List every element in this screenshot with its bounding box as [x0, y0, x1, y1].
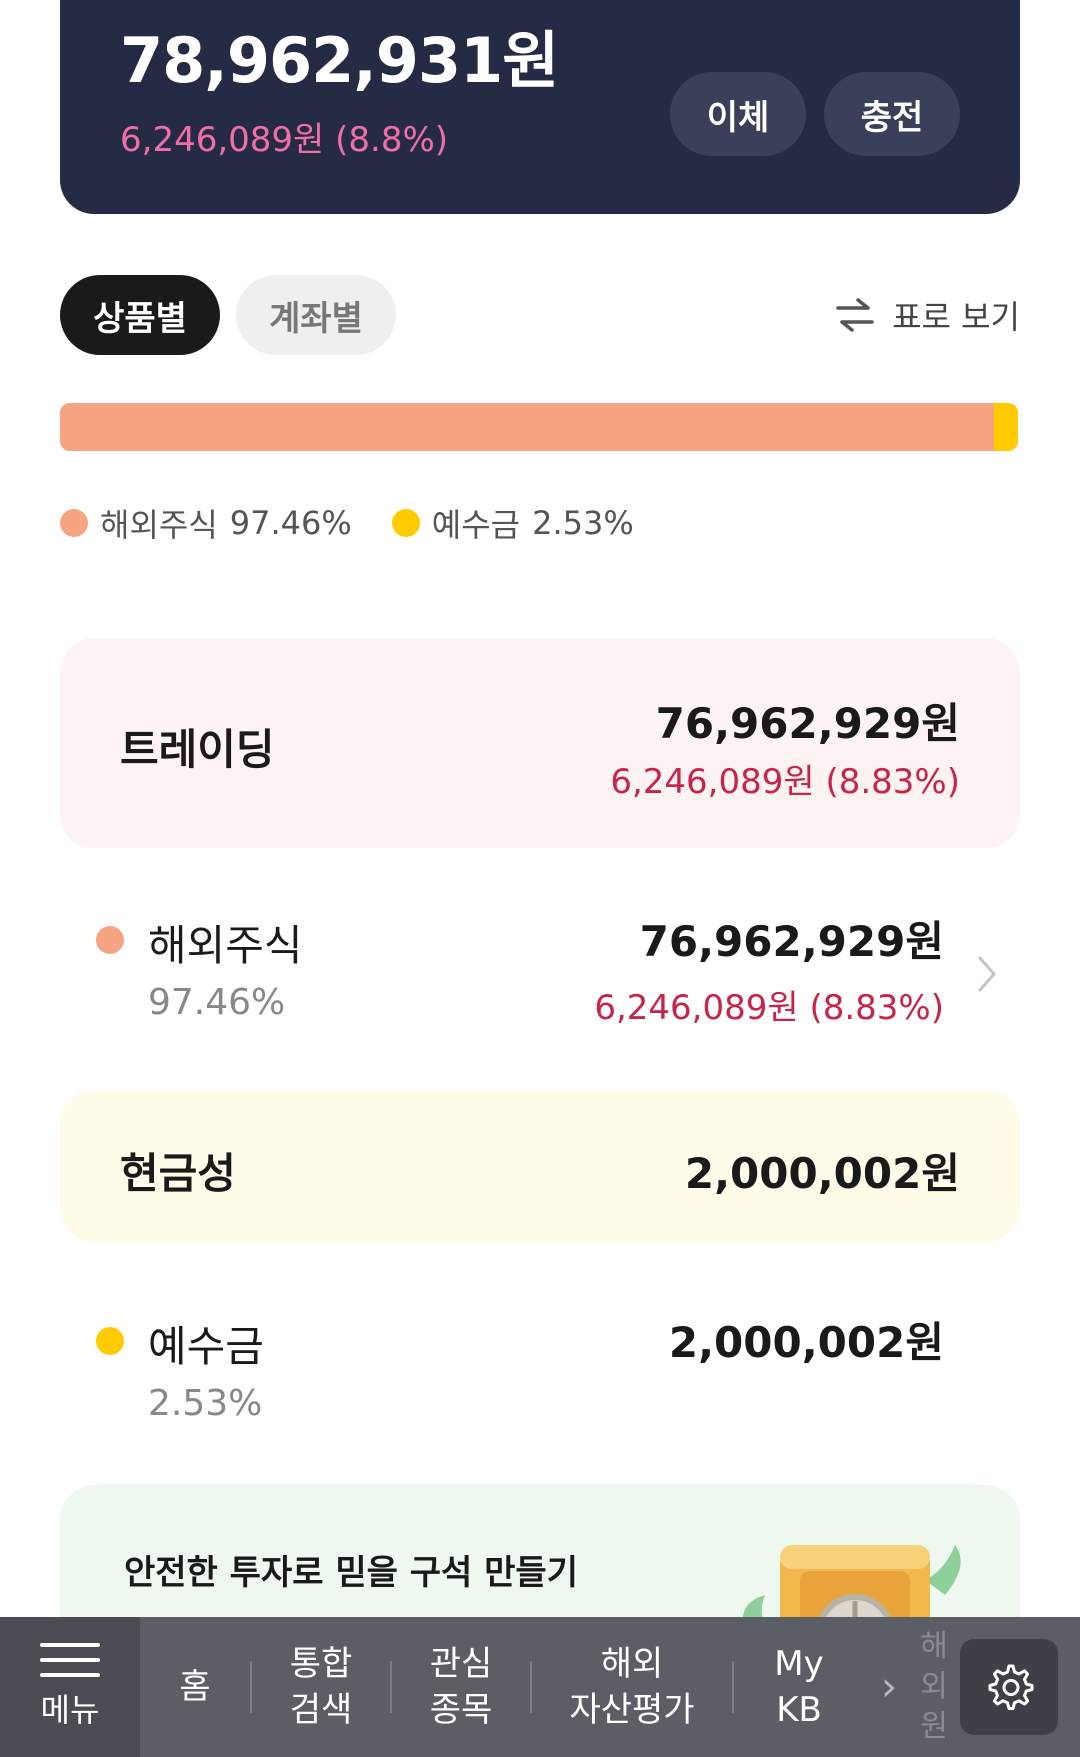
legend-percent: 97.46%: [229, 504, 352, 542]
legend-item-overseas-stock: 해외주식 97.46%: [60, 500, 352, 546]
legend-dot-orange: [60, 509, 88, 537]
group-amount: 2,000,002원: [684, 1149, 960, 1198]
list-item-overseas-stock[interactable]: 해외주식 97.46% 76,962,929원 6,246,089원 (8.83…: [60, 904, 1020, 1054]
nav-item-home[interactable]: 홈: [179, 1667, 211, 1707]
legend-item-deposit: 예수금 2.53%: [391, 500, 634, 546]
bottom-navigation: 메뉴 홈 통합 검색 관심 종목 해외 자산평가 My KB › 해외 원: [0, 1617, 1080, 1757]
allocation-legend: 해외주식 97.46% 예수금 2.53%: [60, 500, 634, 546]
settings-button[interactable]: [960, 1639, 1058, 1735]
legend-dot-yellow: [391, 509, 420, 537]
group-title: 트레이딩: [120, 725, 275, 774]
group-title: 현금성: [120, 1149, 236, 1198]
nav-menu-label: 메뉴: [40, 1691, 100, 1729]
total-asset-amount: 78,962,931원: [120, 24, 559, 97]
nav-divider: [390, 1661, 392, 1713]
item-dot-orange: [96, 926, 124, 954]
group-profit: 6,246,089원 (8.83%): [610, 762, 960, 802]
trading-group-card: 트레이딩 76,962,929원 6,246,089원 (8.83%): [60, 638, 1020, 848]
allocation-segment-overseas-stock: [60, 403, 994, 451]
table-view-toggle[interactable]: 표로 보기: [834, 290, 1020, 340]
allocation-bar: [60, 403, 1018, 451]
nav-item-label: 통합 검색: [289, 1644, 353, 1730]
table-view-label: 표로 보기: [892, 298, 1020, 336]
nav-item-search[interactable]: 통합 검색: [252, 1637, 390, 1737]
group-amount: 76,962,929원: [655, 699, 960, 748]
nav-divider: [250, 1661, 252, 1713]
nav-item-watchlist[interactable]: 관심 종목: [392, 1637, 530, 1737]
nav-scroll-next-button[interactable]: ›: [881, 1664, 897, 1710]
nav-item-faded[interactable]: 해외 원: [914, 1629, 954, 1744]
hamburger-menu-icon: [40, 1643, 100, 1677]
item-name: 해외주식: [148, 921, 303, 970]
legend-percent: 2.53%: [532, 504, 634, 542]
item-amount: 2,000,002원: [668, 1318, 944, 1367]
allocation-segment-deposit: [993, 403, 1018, 451]
item-amount: 76,962,929원: [639, 917, 944, 966]
list-item-deposit[interactable]: 예수금 2.53% 2,000,002원: [60, 1305, 1020, 1455]
nav-divider: [732, 1661, 734, 1713]
item-percent: 2.53%: [148, 1383, 263, 1424]
nav-item-label: My KB: [774, 1644, 824, 1730]
nav-item-label: 해외 원: [920, 1629, 948, 1744]
chevron-right-icon: [978, 956, 996, 992]
legend-name: 예수금: [431, 506, 521, 544]
nav-item-label: 해외 자산평가: [569, 1644, 695, 1730]
promo-text: 안전한 투자로 믿을 구석 만들기: [124, 1553, 578, 1593]
charge-button[interactable]: 충전: [824, 72, 960, 156]
transfer-button[interactable]: 이체: [670, 72, 806, 156]
legend-name: 해외주식: [100, 506, 218, 544]
nav-item-overseas-asset[interactable]: 해외 자산평가: [532, 1637, 732, 1737]
item-dot-yellow: [96, 1327, 124, 1355]
asset-summary-card: 78,962,931원 6,246,089원 (8.8%) 이체 충전: [60, 0, 1020, 214]
nav-item-mykb[interactable]: My KB: [734, 1637, 864, 1737]
nav-item-label: 관심 종목: [429, 1644, 493, 1730]
item-name: 예수금: [148, 1322, 264, 1371]
item-percent: 97.46%: [148, 982, 286, 1023]
total-profit: 6,246,089원 (8.8%): [120, 120, 449, 160]
nav-menu-button[interactable]: 메뉴: [0, 1617, 140, 1757]
nav-divider: [530, 1661, 532, 1713]
swap-arrows-icon: [836, 298, 874, 332]
tab-by-account[interactable]: 계좌별: [236, 275, 396, 355]
item-profit: 6,246,089원 (8.83%): [594, 988, 944, 1028]
tab-by-product[interactable]: 상품별: [60, 275, 220, 355]
gear-icon: [988, 1664, 1034, 1710]
cash-group-card: 현금성 2,000,002원: [60, 1090, 1020, 1242]
